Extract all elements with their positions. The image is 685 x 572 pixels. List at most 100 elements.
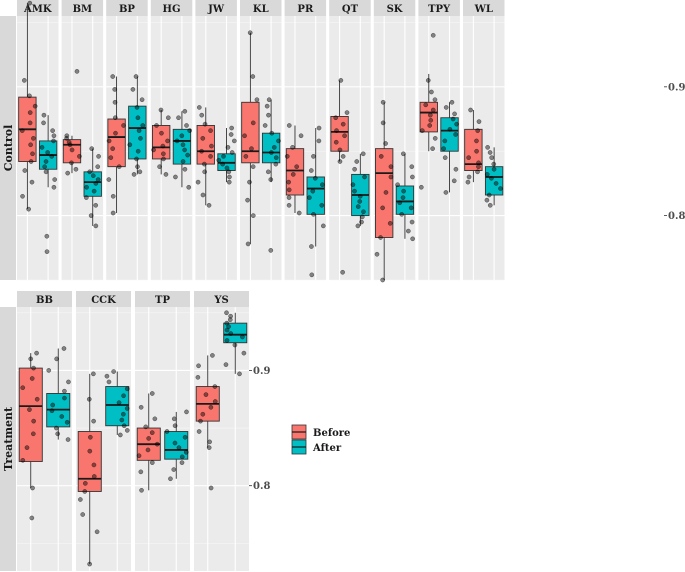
panel-control-pr: PR (284, 0, 327, 281)
data-point (429, 89, 434, 95)
data-point (154, 123, 159, 128)
data-point (442, 155, 448, 161)
data-point (27, 110, 33, 115)
data-point (87, 169, 93, 175)
panel-strip-label-sk: SK (387, 4, 403, 15)
box-iqr (164, 431, 189, 460)
data-point (247, 30, 253, 36)
data-point (350, 182, 356, 188)
box-before-tpy (418, 32, 438, 190)
data-point (355, 204, 361, 209)
data-point (28, 159, 34, 164)
data-point (286, 187, 292, 193)
data-point (487, 202, 493, 208)
data-point (39, 145, 45, 150)
data-point (34, 350, 39, 356)
panel-strip-label-bm: BM (73, 4, 93, 15)
data-point (361, 209, 366, 215)
box-after-cck (104, 369, 130, 438)
data-point (45, 150, 51, 155)
data-point (112, 87, 118, 92)
panel-strip-qt (329, 0, 371, 16)
data-point (409, 219, 415, 225)
data-point (388, 164, 394, 170)
data-point (180, 142, 186, 148)
data-point (41, 112, 47, 118)
data-point (286, 179, 292, 185)
data-point (187, 128, 193, 133)
panel-strip-tpy (418, 0, 460, 16)
data-point (26, 206, 31, 212)
data-point (195, 179, 201, 185)
data-point (207, 439, 212, 445)
data-point (427, 112, 433, 118)
data-point (395, 182, 400, 188)
data-point (43, 169, 49, 175)
data-point (24, 445, 30, 450)
data-point (124, 386, 130, 392)
facet-row-treatment: Treatment BB CCK TP YS 0.8 0.9 (0, 291, 270, 571)
data-point (340, 121, 346, 127)
data-point (249, 146, 254, 151)
data-point (310, 188, 316, 194)
data-point (210, 353, 215, 358)
data-point (91, 371, 96, 377)
y-axis-treatment: 0.8 0.9 (249, 366, 270, 492)
data-point (82, 481, 88, 486)
data-point (484, 172, 490, 177)
data-point (186, 184, 192, 190)
data-point (359, 219, 364, 225)
data-point (171, 416, 177, 422)
data-point (83, 195, 89, 200)
data-point (65, 170, 71, 176)
data-point (182, 434, 188, 440)
y-tick-label: 0.8 (668, 211, 685, 222)
panel-background (284, 16, 327, 280)
data-point (245, 241, 251, 247)
data-point (383, 141, 388, 146)
data-point (149, 430, 155, 436)
legend-label-before: Before (313, 428, 350, 439)
data-point (91, 418, 96, 424)
data-point (152, 416, 158, 422)
data-point (179, 133, 185, 139)
data-point (227, 317, 233, 323)
data-point (430, 32, 436, 38)
data-point (216, 157, 222, 163)
data-point (51, 138, 56, 144)
data-point (165, 138, 170, 144)
data-point (224, 338, 230, 343)
panel-control-bm: BM (61, 0, 104, 281)
data-point (489, 175, 494, 181)
data-point (359, 214, 365, 220)
data-point (333, 115, 339, 121)
data-point (91, 188, 97, 194)
data-point (88, 213, 94, 218)
data-point (484, 197, 490, 203)
data-point (485, 145, 490, 150)
data-point (173, 174, 178, 180)
data-point (362, 174, 367, 180)
data-point (95, 164, 101, 170)
data-point (212, 399, 218, 404)
facet-row-control: Control AMK BM BP HG JW KL PR QT SK TPY WL 0.8 0.9 (0, 0, 685, 283)
data-point (273, 161, 279, 167)
data-point (87, 448, 93, 454)
data-point (65, 437, 71, 442)
data-point (164, 429, 170, 434)
data-point (110, 210, 116, 216)
box-before-bp (106, 74, 126, 216)
data-point (44, 233, 50, 239)
data-point (220, 161, 226, 167)
row-strip-label-control: Control (2, 125, 15, 171)
data-point (241, 350, 247, 356)
data-point (28, 356, 34, 362)
box-iqr (419, 101, 438, 133)
data-point (475, 128, 481, 133)
data-point (224, 310, 229, 316)
data-point (498, 186, 503, 191)
data-point (466, 155, 472, 161)
data-point (22, 168, 28, 173)
data-point (95, 177, 101, 182)
data-point (430, 146, 435, 151)
